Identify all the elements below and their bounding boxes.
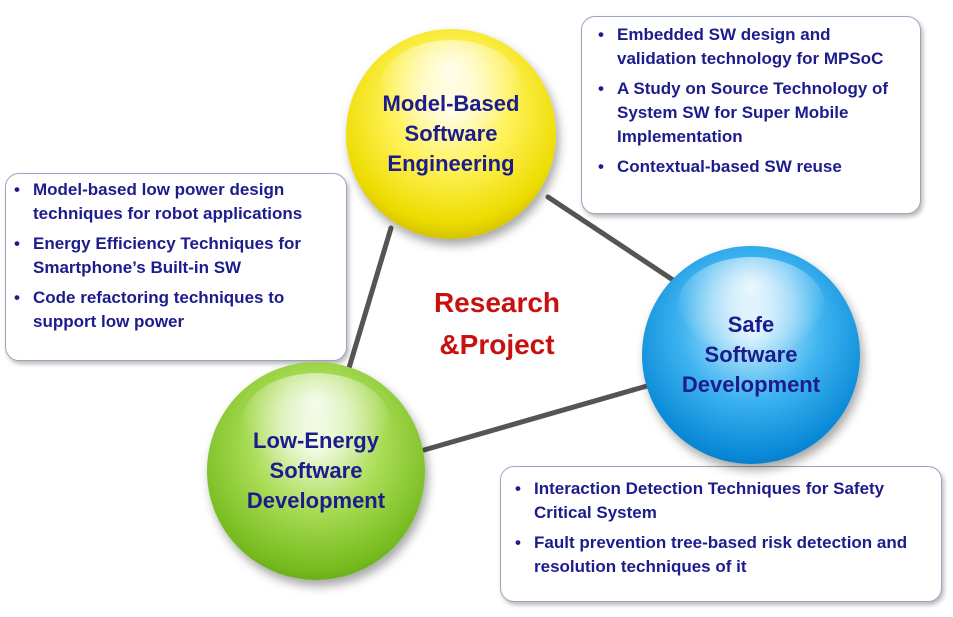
- connector-mbse-low-energy: [346, 225, 394, 371]
- callout-mbse-topics: Embedded SW design and validation techno…: [581, 16, 921, 214]
- callout-safe-list: Interaction Detection Techniques for Saf…: [509, 477, 933, 579]
- list-item: Code refactoring techniques to support l…: [8, 286, 338, 334]
- list-item: Interaction Detection Techniques for Saf…: [509, 477, 933, 525]
- list-item: Contextual-based SW reuse: [592, 155, 910, 179]
- list-item: Energy Efficiency Techniques for Smartph…: [8, 232, 338, 280]
- list-item: Model-based low power design techniques …: [8, 178, 338, 226]
- node-safe-software-development: Safe Software Development: [642, 246, 860, 464]
- callout-safe-topics: Interaction Detection Techniques for Saf…: [500, 466, 942, 602]
- node-safe-label: Safe Software Development: [681, 312, 821, 397]
- callout-low-energy-list: Model-based low power design techniques …: [8, 178, 338, 334]
- node-low-energy-software-development: Low-Energy Software Development: [207, 362, 425, 580]
- connector-mbse-safe: [545, 194, 679, 285]
- list-item: Embedded SW design and validation techno…: [592, 23, 910, 71]
- node-low-energy-label: Low-Energy Software Development: [246, 428, 386, 513]
- callout-mbse-list: Embedded SW design and validation techno…: [592, 23, 910, 179]
- list-item: A Study on Source Technology of System S…: [592, 77, 910, 149]
- center-title: Research &Project: [433, 287, 561, 360]
- list-item: Fault prevention tree-based risk detecti…: [509, 531, 933, 579]
- connector-low-energy-safe: [421, 383, 650, 453]
- node-model-based-software-engineering: Model-Based Software Engineering: [346, 29, 556, 239]
- node-mbse-label: Model-Based Software Engineering: [382, 91, 520, 176]
- callout-low-energy-topics: Model-based low power design techniques …: [5, 173, 347, 361]
